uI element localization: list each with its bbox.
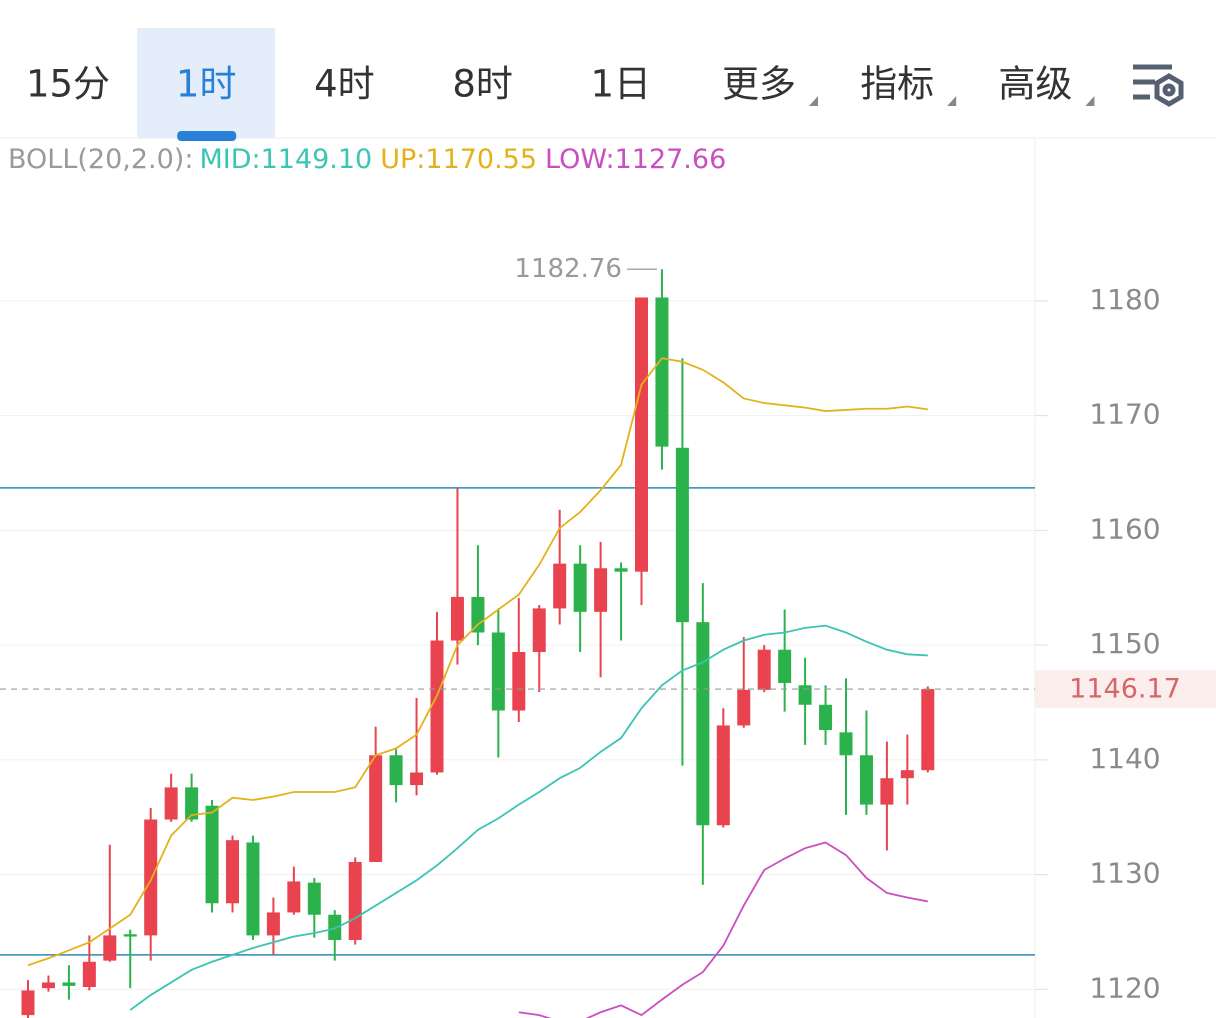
candle-body [880, 778, 894, 805]
tab[interactable]: 高级 [998, 63, 1072, 106]
y-tick-label: 1160 [1089, 512, 1160, 545]
dropdown-arrow [809, 96, 818, 106]
candle-body [328, 914, 342, 940]
tab[interactable]: 8时 [452, 63, 513, 106]
y-tick-label: 1120 [1089, 971, 1160, 1004]
candle-body [266, 912, 280, 936]
candle-body [430, 640, 444, 773]
candle-body [307, 882, 321, 915]
tab[interactable]: 1日 [591, 63, 652, 106]
boll-line [27, 357, 928, 967]
legend-entry: LOW:1127.66 [545, 144, 726, 175]
high-label: 1182.76 [514, 254, 622, 284]
candle-body [819, 704, 833, 731]
active-tab-bg [137, 28, 276, 138]
y-tick-label: 1130 [1089, 857, 1160, 890]
candle-body [246, 842, 260, 936]
tab[interactable]: 4时 [314, 63, 375, 106]
candle-body [737, 689, 751, 726]
candle-body [532, 608, 546, 653]
tab[interactable]: 1时 [176, 63, 237, 106]
candle-body [716, 725, 730, 826]
candle-body [369, 755, 383, 862]
candle-body [164, 787, 178, 820]
candle-body [635, 297, 648, 572]
candle-body [573, 563, 587, 612]
candle-body [82, 961, 96, 988]
candle-body [798, 685, 812, 705]
candle-body [778, 649, 792, 683]
candle-body [839, 732, 853, 756]
candle-body [123, 934, 137, 937]
candle-body [900, 770, 914, 779]
plot-area [0, 269, 1035, 1018]
y-tick-label: 1150 [1089, 627, 1160, 660]
settings-icon[interactable] [1133, 64, 1184, 107]
candle-body [594, 568, 608, 612]
legend-entry: MID:1149.10 [199, 144, 372, 175]
candle-body [859, 755, 873, 805]
y-tick-label: 1170 [1089, 398, 1160, 431]
tab[interactable]: 更多 [722, 63, 796, 106]
boll-line [518, 841, 928, 1018]
candle-body [410, 772, 424, 786]
candle-body [287, 881, 301, 913]
boll-line [129, 624, 928, 1011]
legend-entry: UP:1170.55 [380, 144, 537, 175]
y-tick-label: 1140 [1089, 742, 1160, 775]
dropdown-arrow [1085, 96, 1095, 106]
candle-body [921, 689, 935, 771]
candle-body [471, 596, 485, 633]
candle-body [757, 649, 771, 690]
candle-body [41, 982, 55, 989]
candle-body [348, 861, 362, 940]
tab[interactable]: 15分 [26, 63, 110, 106]
candle-body [655, 297, 669, 447]
candle-body [512, 652, 526, 711]
active-tab-indicator [177, 131, 237, 141]
candle-body [21, 990, 35, 1016]
candle-body [144, 819, 158, 936]
candle-body [450, 596, 464, 641]
candle-body [491, 632, 505, 711]
tab[interactable]: 指标 [860, 63, 934, 106]
last-price-box [1035, 670, 1216, 709]
candle-body [696, 622, 710, 826]
last-price-label: 1146.17 [1069, 674, 1181, 705]
candle-body [226, 840, 239, 904]
indicator-label: BOLL(20,2.0): [8, 144, 193, 175]
candle-body [185, 787, 199, 820]
indicator-legend: BOLL(20,2.0): MID:1149.10 UP:1170.55 LOW:11… [8, 144, 726, 175]
candle-body [389, 755, 403, 786]
candle-body [62, 982, 76, 986]
candle-body [553, 563, 567, 609]
candle-body [675, 447, 689, 623]
candle-body [205, 805, 219, 904]
candle-body [614, 568, 628, 572]
dropdown-arrow [947, 96, 957, 106]
y-tick-label: 1180 [1089, 283, 1160, 316]
candle-body [103, 935, 117, 961]
